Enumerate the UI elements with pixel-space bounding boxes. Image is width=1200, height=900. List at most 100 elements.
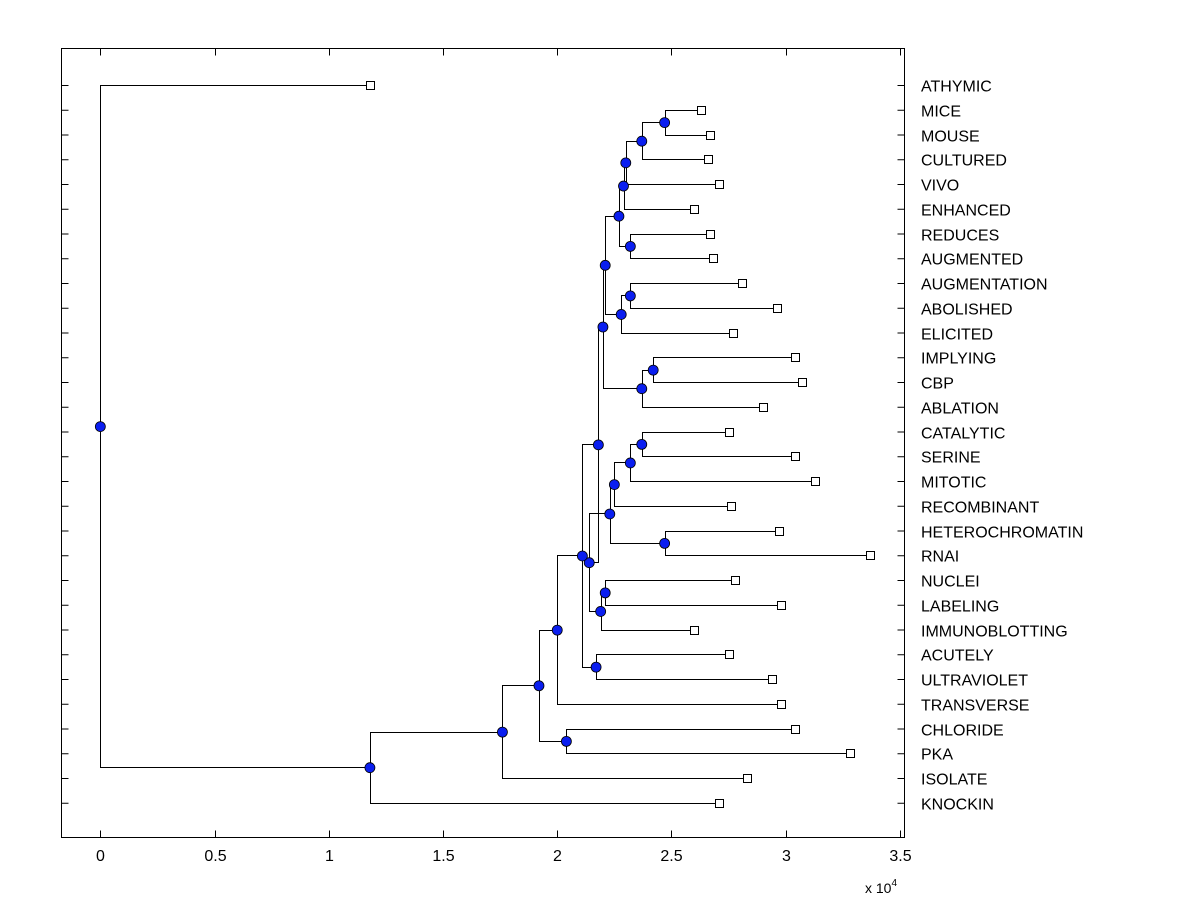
leaf-marker xyxy=(775,527,784,536)
leaf-label: MITOTIC xyxy=(921,475,986,492)
merge-node-markers xyxy=(94,117,671,774)
leaf-label: LABELING xyxy=(921,599,999,616)
leaf-label: ENHANCED xyxy=(921,203,1011,220)
leaf-label: ACUTELY xyxy=(921,648,994,665)
x-scale-prefix: x 10 xyxy=(865,880,892,896)
leaf-marker xyxy=(725,428,734,437)
leaf-marker xyxy=(777,700,786,709)
merge-node-marker xyxy=(590,661,602,673)
merge-node-marker xyxy=(613,210,625,222)
leaf-marker xyxy=(773,304,782,313)
leaf-marker xyxy=(759,403,768,412)
x-tick-label: 0.5 xyxy=(204,848,226,865)
x-tick-label: 1 xyxy=(325,848,334,865)
x-tick-label: 0 xyxy=(96,848,105,865)
leaf-marker xyxy=(798,378,807,387)
leaf-label: SERINE xyxy=(921,450,981,467)
merge-node-marker xyxy=(597,321,609,333)
leaf-label: TRANSVERSE xyxy=(921,698,1029,715)
leaf-label: NUCLEI xyxy=(921,574,980,591)
leaf-marker xyxy=(715,180,724,189)
x-tick-label: 3 xyxy=(782,848,791,865)
leaf-label: ABOLISHED xyxy=(921,302,1013,319)
y-axis-ticks xyxy=(61,85,905,804)
leaf-marker xyxy=(727,502,736,511)
leaf-marker xyxy=(725,650,734,659)
leaf-marker xyxy=(366,81,375,90)
leaf-marker xyxy=(706,230,715,239)
leaf-label: ULTRAVIOLET xyxy=(921,673,1028,690)
leaf-marker xyxy=(777,601,786,610)
leaf-marker xyxy=(706,131,715,140)
merge-node-marker xyxy=(608,479,620,490)
leaf-label: ELICITED xyxy=(921,327,993,344)
merge-node-marker xyxy=(533,680,545,692)
leaf-label: IMPLYING xyxy=(921,351,996,368)
x-scale-label: x 104 xyxy=(865,878,897,896)
leaf-label: CULTURED xyxy=(921,153,1007,170)
leaf-marker xyxy=(697,106,706,115)
leaf-marker xyxy=(743,774,752,783)
merge-node-marker xyxy=(604,508,616,520)
leaf-label: AUGMENTED xyxy=(921,252,1023,269)
leaf-label: ATHYMIC xyxy=(921,79,992,96)
leaf-label: IMMUNOBLOTTING xyxy=(921,624,1068,641)
leaf-label: ABLATION xyxy=(921,401,999,418)
leaf-marker xyxy=(768,675,777,684)
leaf-label: MICE xyxy=(921,104,961,121)
merge-node-marker xyxy=(583,557,595,569)
merge-node-marker xyxy=(620,157,632,169)
leaf-marker xyxy=(791,353,800,362)
leaf-label: AUGMENTATION xyxy=(921,277,1048,294)
leaf-label: VIVO xyxy=(921,178,959,195)
merge-node-marker xyxy=(599,587,611,599)
merge-node-marker xyxy=(599,259,611,271)
merge-node-marker xyxy=(636,135,648,147)
x-tick-label: 1.5 xyxy=(432,848,454,865)
leaf-marker xyxy=(811,477,820,486)
leaf-marker xyxy=(704,155,713,164)
merge-node-marker xyxy=(592,439,604,451)
x-tick-label: 3.5 xyxy=(889,848,911,865)
leaf-marker xyxy=(738,279,747,288)
merge-node-marker xyxy=(94,421,106,432)
merge-node-marker xyxy=(560,735,572,747)
merge-node-marker xyxy=(659,537,671,549)
leaf-label: MOUSE xyxy=(921,129,980,146)
x-axis-ticks xyxy=(100,48,901,838)
x-tick-label: 2 xyxy=(553,848,562,865)
x-scale-exponent: 4 xyxy=(891,878,897,889)
merge-node-marker xyxy=(659,117,671,129)
merge-node-marker xyxy=(615,309,627,320)
merge-node-marker xyxy=(636,438,648,450)
merge-node-marker xyxy=(576,550,588,562)
merge-node-marker xyxy=(647,364,659,376)
leaf-label: CATALYTIC xyxy=(921,426,1005,443)
leaf-label: CHLORIDE xyxy=(921,723,1004,740)
merge-node-marker xyxy=(497,726,508,738)
leaf-label: CBP xyxy=(921,376,954,393)
leaf-label: HETEROCHROMATIN xyxy=(921,525,1083,542)
leaf-marker xyxy=(690,205,699,214)
merge-node-marker xyxy=(624,240,636,252)
merge-node-marker xyxy=(624,457,636,469)
leaf-label: KNOCKIN xyxy=(921,797,994,814)
leaf-label: REDUCES xyxy=(921,228,999,245)
plot-area-frame xyxy=(61,48,905,838)
merge-node-marker xyxy=(618,180,629,192)
merge-node-marker xyxy=(551,624,563,636)
x-tick-labels: 0 0.5 1 1.5 2 2.5 3 3.5 xyxy=(96,848,912,865)
leaf-labels: ATHYMIC MICE MOUSE CULTURED VIVO ENHANCED REDU… xyxy=(921,79,1083,814)
merge-node-marker xyxy=(364,762,376,774)
leaf-marker xyxy=(709,254,718,263)
merge-node-marker xyxy=(595,606,607,617)
leaf-label: RNAI xyxy=(921,549,959,566)
leaf-marker xyxy=(731,576,740,585)
leaf-marker xyxy=(846,749,855,758)
leaf-marker xyxy=(866,551,875,560)
merge-node-marker xyxy=(624,290,636,302)
x-tick-label: 2.5 xyxy=(660,848,682,865)
leaf-marker xyxy=(715,799,724,808)
leaf-marker xyxy=(729,329,738,338)
